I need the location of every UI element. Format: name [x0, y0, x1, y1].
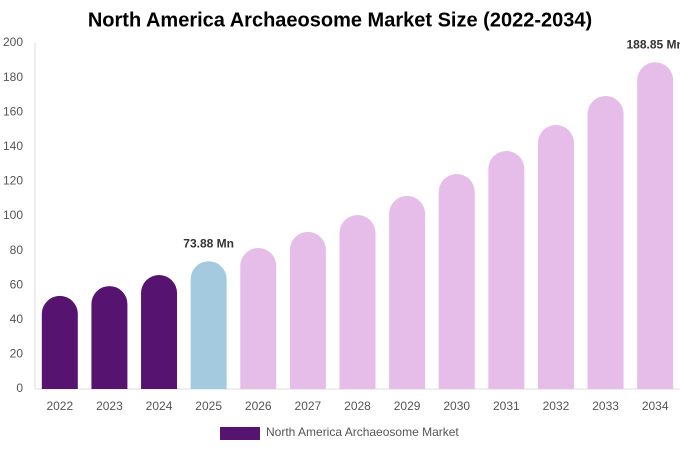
x-tick-label: 2031 — [493, 399, 520, 413]
bar — [240, 248, 277, 389]
bar — [389, 195, 426, 389]
bar — [339, 214, 376, 389]
x-tick-label: 2034 — [642, 399, 669, 413]
x-tick-label: 2022 — [46, 399, 73, 413]
y-tick-label: 0 — [16, 381, 23, 395]
legend-label: North America Archaeosome Market — [266, 425, 459, 439]
y-tick-label: 200 — [3, 35, 23, 49]
bar — [537, 125, 574, 389]
bar — [488, 150, 525, 389]
x-tick-label: 2029 — [394, 399, 421, 413]
bar — [141, 275, 178, 389]
x-tick-label: 2032 — [543, 399, 570, 413]
bar — [41, 295, 78, 389]
bar — [438, 173, 475, 389]
x-tick-label: 2028 — [344, 399, 371, 413]
x-tick-label: 2030 — [443, 399, 470, 413]
x-tick-label: 2023 — [96, 399, 123, 413]
x-tick-label: 2026 — [245, 399, 272, 413]
x-tick-label: 2024 — [146, 399, 173, 413]
bar — [637, 62, 674, 390]
x-tick-label: 2025 — [195, 399, 222, 413]
y-tick-label: 20 — [10, 347, 24, 361]
y-tick-label: 160 — [3, 104, 23, 118]
bar — [190, 261, 227, 389]
value-label: 188.85 Mn — [627, 37, 680, 51]
y-tick-label: 140 — [3, 139, 23, 153]
y-tick-label: 60 — [10, 277, 24, 291]
value-label: 73.88 Mn — [183, 236, 234, 250]
bar — [91, 286, 128, 389]
y-tick-label: 180 — [3, 70, 23, 84]
y-tick-label: 40 — [10, 312, 24, 326]
y-tick-label: 120 — [3, 174, 23, 188]
y-tick-label: 80 — [10, 243, 24, 257]
y-tick-label: 100 — [3, 208, 23, 222]
bar — [587, 95, 624, 390]
legend-swatch — [220, 427, 260, 440]
bar — [289, 231, 326, 389]
x-tick-label: 2027 — [295, 399, 322, 413]
chart-title: North America Archaeosome Market Size (2… — [88, 9, 592, 31]
x-tick-label: 2033 — [592, 399, 619, 413]
